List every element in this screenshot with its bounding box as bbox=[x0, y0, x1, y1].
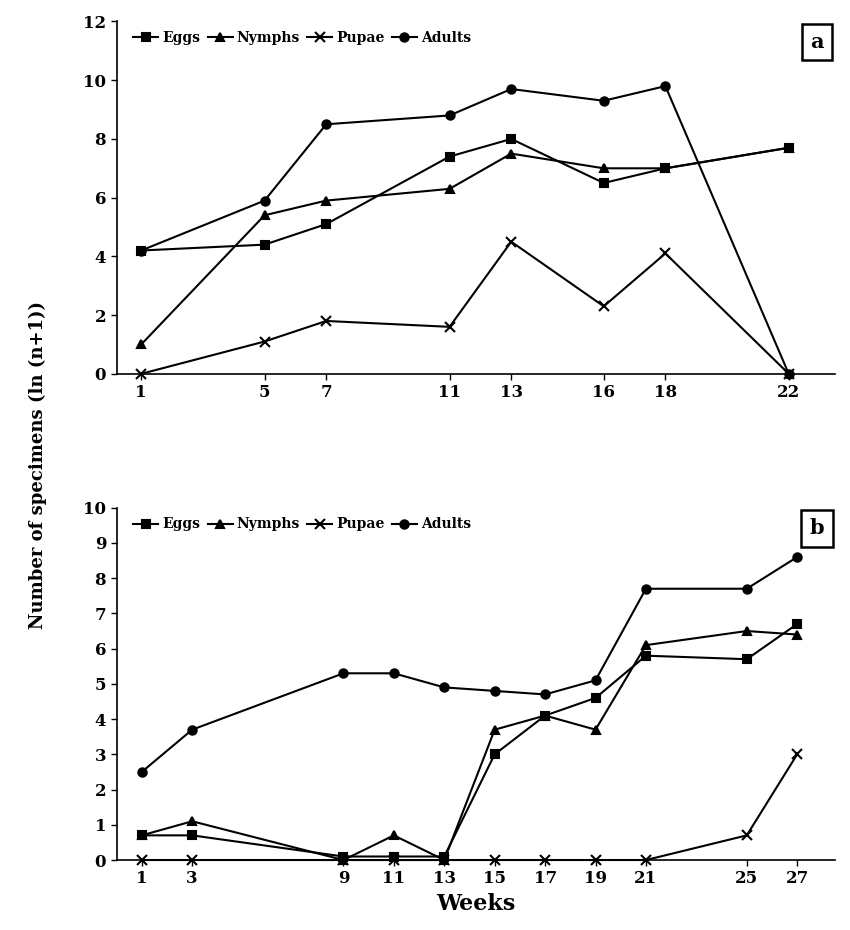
Nymphs bbox=[187, 816, 197, 827]
Eggs bbox=[388, 851, 399, 862]
Adults bbox=[388, 668, 399, 679]
Eggs bbox=[598, 178, 609, 189]
Eggs bbox=[641, 650, 651, 661]
Pupae bbox=[136, 368, 146, 379]
Adults bbox=[338, 668, 348, 679]
Nymphs bbox=[784, 142, 794, 153]
Line: Pupae: Pupae bbox=[136, 237, 794, 379]
Pupae bbox=[660, 248, 671, 259]
Nymphs bbox=[445, 183, 455, 194]
Pupae bbox=[540, 855, 550, 866]
Adults bbox=[591, 675, 601, 686]
Eggs bbox=[784, 142, 794, 153]
Legend: Eggs, Nymphs, Pupae, Adults: Eggs, Nymphs, Pupae, Adults bbox=[131, 29, 473, 48]
Nymphs bbox=[490, 724, 500, 736]
Pupae bbox=[439, 855, 450, 866]
Nymphs bbox=[388, 830, 399, 841]
Pupae bbox=[784, 368, 794, 379]
Pupae bbox=[641, 855, 651, 866]
Adults bbox=[598, 95, 609, 106]
Pupae bbox=[742, 830, 752, 841]
Nymphs bbox=[660, 163, 671, 174]
Adults bbox=[742, 583, 752, 594]
Nymphs bbox=[792, 629, 802, 640]
Line: Nymphs: Nymphs bbox=[138, 627, 802, 864]
Line: Pupae: Pupae bbox=[137, 750, 802, 865]
Nymphs bbox=[591, 724, 601, 736]
Text: a: a bbox=[810, 32, 824, 52]
Line: Adults: Adults bbox=[137, 82, 793, 378]
Adults bbox=[445, 110, 455, 121]
Eggs bbox=[137, 830, 147, 841]
Adults bbox=[641, 583, 651, 594]
Pupae bbox=[792, 749, 802, 760]
Adults bbox=[321, 119, 332, 130]
Nymphs bbox=[137, 830, 147, 841]
Nymphs bbox=[540, 710, 550, 721]
X-axis label: Weeks: Weeks bbox=[436, 893, 515, 915]
Nymphs bbox=[338, 855, 348, 866]
Eggs bbox=[136, 245, 146, 256]
Eggs bbox=[439, 851, 450, 862]
Text: Number of specimens (ln (n+1)): Number of specimens (ln (n+1)) bbox=[29, 301, 48, 629]
Adults bbox=[540, 689, 550, 700]
Nymphs bbox=[598, 163, 609, 174]
Eggs bbox=[591, 692, 601, 703]
Pupae bbox=[137, 855, 147, 866]
Legend: Eggs, Nymphs, Pupae, Adults: Eggs, Nymphs, Pupae, Adults bbox=[131, 514, 473, 534]
Eggs bbox=[506, 133, 516, 144]
Eggs bbox=[259, 239, 269, 250]
Nymphs bbox=[439, 855, 450, 866]
Pupae bbox=[338, 855, 348, 866]
Nymphs bbox=[136, 339, 146, 350]
Pupae bbox=[490, 855, 500, 866]
Pupae bbox=[598, 300, 609, 312]
Adults bbox=[792, 551, 802, 563]
Nymphs bbox=[321, 195, 332, 206]
Eggs bbox=[742, 654, 752, 665]
Eggs bbox=[187, 830, 197, 841]
Pupae bbox=[259, 336, 269, 347]
Eggs bbox=[792, 618, 802, 630]
Eggs bbox=[338, 851, 348, 862]
Eggs bbox=[445, 151, 455, 162]
Eggs bbox=[660, 163, 671, 174]
Line: Eggs: Eggs bbox=[138, 619, 802, 860]
Pupae bbox=[388, 855, 399, 866]
Line: Eggs: Eggs bbox=[137, 135, 793, 255]
Nymphs bbox=[742, 626, 752, 637]
Pupae bbox=[591, 855, 601, 866]
Adults bbox=[439, 682, 450, 693]
Nymphs bbox=[641, 640, 651, 651]
Adults bbox=[259, 195, 269, 206]
Pupae bbox=[187, 855, 197, 866]
Adults bbox=[784, 368, 794, 379]
Pupae bbox=[506, 236, 516, 247]
Eggs bbox=[490, 749, 500, 760]
Text: b: b bbox=[810, 518, 824, 538]
Nymphs bbox=[259, 209, 269, 220]
Eggs bbox=[321, 219, 332, 230]
Pupae bbox=[445, 321, 455, 332]
Adults bbox=[187, 724, 197, 736]
Adults bbox=[506, 84, 516, 95]
Adults bbox=[660, 81, 671, 92]
Nymphs bbox=[506, 148, 516, 159]
Pupae bbox=[321, 315, 332, 326]
Adults bbox=[137, 766, 147, 777]
Line: Adults: Adults bbox=[138, 552, 802, 777]
Adults bbox=[136, 245, 146, 256]
Line: Nymphs: Nymphs bbox=[137, 143, 793, 349]
Adults bbox=[490, 685, 500, 697]
Eggs bbox=[540, 710, 550, 721]
